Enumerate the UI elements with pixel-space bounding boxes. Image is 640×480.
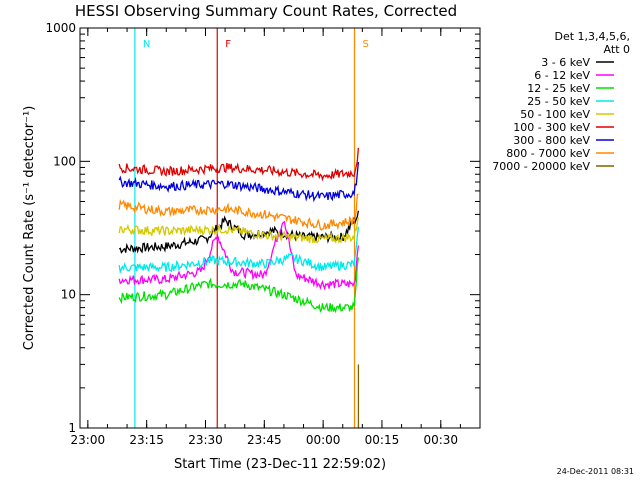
legend-label-6: 300 - 800 keV [513,134,590,147]
series-line-3 [118,226,360,275]
series-line-6 [118,162,360,203]
plot-frame [79,27,481,429]
x-tick-label-5: 00:15 [365,433,400,447]
x-tick-label-0: 23:00 [71,433,106,447]
legend-label-5: 100 - 300 keV [513,121,590,134]
x-tick-label-2: 23:30 [188,433,223,447]
annotation-label-n: N [143,39,150,50]
y-axis-label: Corrected Count Rate (s⁻¹ detector⁻¹) [22,106,37,351]
legend-label-3: 25 - 50 keV [527,95,590,108]
series-line-5 [118,147,360,182]
chart-title: HESSI Observing Summary Count Rates, Cor… [75,2,457,20]
legend-label-7: 800 - 7000 keV [506,147,590,160]
axes-layer: 1 10 100 1000 23:00 23:15 23:30 23:45 00:00 00:15… [45,21,480,447]
annotation-label-s: S [363,39,369,50]
annotation-label-f: F [225,39,231,50]
y-tick-label-1: 10 [61,288,76,302]
series-line-0 [118,210,360,254]
legend-label-4: 50 - 100 keV [520,108,590,121]
x-axis-label: Start Time (23-Dec-11 22:59:02) [174,457,386,472]
legend-label-8: 7000 - 20000 keV [492,160,590,173]
legend-label-0: 3 - 6 keV [541,56,590,69]
legend-header-line-1: Det 1,3,4,5,6, [554,30,630,43]
y-tick-label-2: 100 [53,154,76,168]
series-line-7 [118,193,359,231]
x-tick-label-1: 23:15 [129,433,164,447]
series-line-4 [118,217,360,244]
x-tick-label-3: 23:45 [247,433,282,447]
legend-header-line-2: Att 0 [604,43,630,56]
x-tick-label-4: 00:00 [306,433,341,447]
legend-label-1: 6 - 12 keV [534,69,590,82]
footer-timestamp: 24-Dec-2011 08:31 [557,467,634,476]
legend-label-2: 12 - 25 keV [527,82,590,95]
x-tick-label-6: 00:30 [423,433,458,447]
y-tick-label-0: 1 [68,421,76,435]
series-line-2 [118,257,360,314]
series-line-1 [118,220,360,291]
y-tick-label-3: 1000 [45,21,76,35]
